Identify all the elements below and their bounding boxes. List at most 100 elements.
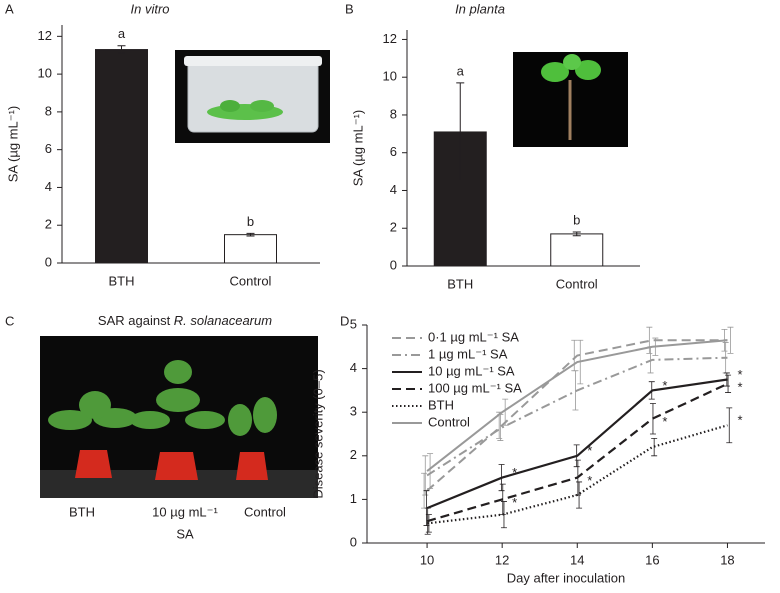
significance-letter: b <box>247 214 254 229</box>
significance-star: * <box>737 413 742 428</box>
y-tick-label: 1 <box>350 491 357 506</box>
y-tick-label: 2 <box>45 217 52 232</box>
y-tick-label: 8 <box>390 106 397 121</box>
bar <box>550 233 604 267</box>
x-tick-label: Control <box>230 273 272 288</box>
y-tick-label: 4 <box>45 179 52 194</box>
photo-c <box>40 336 318 498</box>
legend-label: BTH <box>428 397 454 412</box>
photo-label: Control <box>244 504 286 519</box>
error-bar <box>502 398 509 426</box>
legend-label: 1 µg mL⁻¹ SA <box>428 346 508 361</box>
panel-label: C <box>5 313 14 328</box>
series-line <box>426 382 728 523</box>
y-tick-label: 12 <box>38 28 52 43</box>
photo-inset-b <box>513 52 628 147</box>
error-bar <box>648 381 655 400</box>
x-tick-label: 10 <box>420 552 434 567</box>
series-line <box>426 339 728 472</box>
y-tick-label: 2 <box>390 220 397 235</box>
error-bar <box>422 455 429 496</box>
error-bar <box>651 437 658 457</box>
error-bar-line <box>246 232 255 237</box>
error-bar <box>424 507 431 535</box>
error-bar <box>646 326 653 354</box>
y-tick-label: 10 <box>38 66 52 81</box>
y-tick-label: 12 <box>383 31 397 46</box>
x-tick-label: 18 <box>720 552 734 567</box>
y-axis-label: SA (µg mL⁻¹) <box>350 110 365 186</box>
significance-star: * <box>737 367 742 382</box>
error-bar <box>427 453 434 489</box>
error-bar <box>498 464 505 492</box>
significance-letter: b <box>573 212 580 227</box>
legend-label: 10 µg mL⁻¹ SA <box>428 363 515 378</box>
error-bar <box>572 370 579 411</box>
legend-label: 0·1 µg mL⁻¹ SA <box>428 329 519 344</box>
error-bar <box>456 82 465 182</box>
x-tick-label: 16 <box>645 552 659 567</box>
photo-label: BTH <box>69 504 95 519</box>
title-part: SAR against <box>98 313 174 328</box>
error-bar <box>500 501 507 529</box>
panel-label: A <box>5 1 14 16</box>
photo-label: 10 µg mL⁻¹ <box>152 504 218 519</box>
chart-title: In planta <box>455 1 505 16</box>
photo-inset-a <box>175 50 330 143</box>
error-bar-line <box>456 82 465 182</box>
significance-star: * <box>737 379 742 394</box>
x-tick-label: Control <box>556 276 598 291</box>
x-tick-label: BTH <box>109 273 135 288</box>
x-tick-label: BTH <box>447 276 473 291</box>
y-tick-label: 0 <box>45 254 52 269</box>
y-tick-label: 4 <box>350 360 357 375</box>
error-bar <box>117 45 126 54</box>
bar <box>95 49 148 264</box>
x-tick-label: 14 <box>570 552 584 567</box>
significance-letter: a <box>118 26 126 41</box>
x-axis-label: Day after inoculation <box>507 570 626 585</box>
panel-label: D <box>340 313 349 328</box>
significance-star: * <box>662 414 667 429</box>
y-tick-label: 4 <box>390 182 397 197</box>
error-bar <box>572 231 581 237</box>
y-axis-label: Disease severity (0–5) <box>310 369 325 498</box>
series-line <box>426 356 728 477</box>
bar <box>224 234 277 264</box>
y-tick-label: 0 <box>390 257 397 272</box>
y-tick-label: 6 <box>390 144 397 159</box>
significance-star: * <box>512 465 517 480</box>
significance-star: * <box>587 443 592 458</box>
y-tick-label: 2 <box>350 447 357 462</box>
error-bar <box>649 403 656 435</box>
error-bar-line <box>572 231 581 237</box>
significance-letter: a <box>457 63 465 78</box>
error-bar <box>576 481 583 509</box>
series-line <box>426 424 728 525</box>
series-line <box>426 339 728 492</box>
title-part: R. solanacearum <box>174 313 272 328</box>
legend-label: 100 µg mL⁻¹ SA <box>428 380 522 395</box>
error-bar-line <box>117 45 126 54</box>
error-bar <box>577 339 584 385</box>
legend-label: Control <box>428 414 470 429</box>
error-bar <box>727 326 734 354</box>
panel-label: B <box>345 1 354 16</box>
y-tick-label: 3 <box>350 404 357 419</box>
significance-star: * <box>662 378 667 393</box>
photo-title: SAR against R. solanacearum <box>98 313 272 328</box>
x-tick-label: 12 <box>495 552 509 567</box>
error-bar <box>652 337 659 356</box>
series-line <box>426 378 728 510</box>
significance-star: * <box>512 495 517 510</box>
error-bar <box>425 514 432 533</box>
y-axis-label: SA (µg mL⁻¹) <box>5 106 20 182</box>
y-tick-label: 5 <box>350 316 357 331</box>
y-tick-label: 10 <box>383 69 397 84</box>
y-tick-label: 8 <box>45 103 52 118</box>
photo-sublabel: SA <box>176 526 194 541</box>
y-tick-label: 0 <box>350 534 357 549</box>
error-bar <box>574 459 581 496</box>
y-tick-label: 6 <box>45 141 52 156</box>
